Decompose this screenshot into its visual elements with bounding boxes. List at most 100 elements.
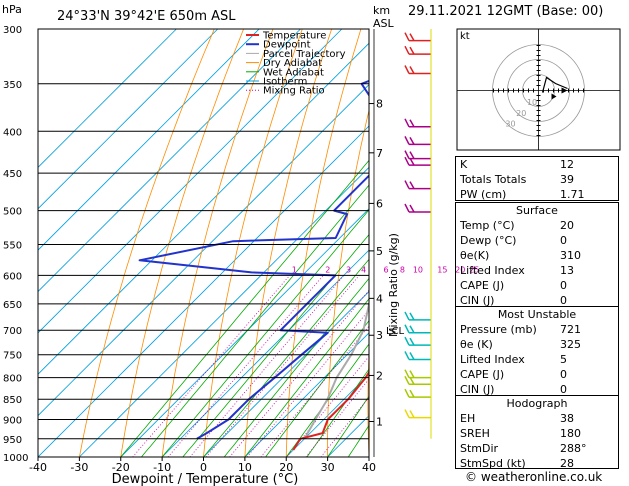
pressure-tick-label: 300: [3, 25, 22, 36]
surface-row: θe(K) 310: [460, 248, 614, 263]
parcel-trajectory-line: [303, 300, 369, 440]
pressure-tick-label: 500: [3, 207, 22, 218]
surface-row: CIN (J) 0: [460, 293, 614, 308]
legend-entry: Dewpoint: [263, 40, 311, 51]
unstable-title: Most Unstable: [497, 308, 577, 321]
unstable-label: CIN (J): [460, 383, 495, 396]
x-tick-label: 20: [279, 461, 293, 474]
surface-label: Dewp (°C): [460, 234, 517, 247]
unstable-value: 721: [560, 323, 581, 336]
location-title: 24°33'N 39°42'E 650m ASL: [57, 9, 236, 24]
pressure-tick-label: 850: [3, 395, 22, 406]
wind-barb-flag: [404, 150, 410, 159]
wind-barb-flag: [404, 311, 410, 321]
mixing-ratio-line: [205, 275, 360, 457]
x-tick-label: 10: [238, 461, 252, 474]
wind-barb-flag: [404, 203, 410, 213]
isotherm-line: [120, 208, 369, 457]
wet-adiabat-line: [327, 395, 369, 457]
mixing-ratio-label: 15: [437, 265, 447, 274]
mixing-ratio-label: 1: [292, 265, 297, 274]
most-unstable-box: Most Unstable Pressure (mb) 721 θe (K) 325…: [455, 306, 619, 396]
mixing-ratio-label: 8: [400, 265, 405, 274]
wind-barb-flag: [409, 33, 415, 42]
surface-label: CAPE (J): [460, 279, 505, 292]
mixing-ratio-label: 6: [383, 265, 388, 274]
legend-entry: Wet Adiabat: [263, 67, 324, 78]
index-value: 1.71: [560, 188, 585, 201]
pressure-tick-label: 700: [3, 326, 22, 337]
hodograph-row: StmSpd (kt) 28: [460, 456, 614, 471]
pressure-tick-label: 350: [3, 80, 22, 91]
index-row-totals: Totals Totals 39: [460, 172, 614, 187]
isotherm-line: [203, 290, 369, 457]
pressure-tick-label: 800: [3, 374, 22, 385]
hodograph-unit: kt: [460, 31, 470, 42]
wind-barb-flag: [409, 136, 415, 145]
wind-barb-flag: [409, 337, 415, 346]
pressure-tick-label: 450: [3, 169, 22, 180]
x-tick-label: -30: [70, 461, 88, 474]
wind-barb-flag: [404, 65, 410, 74]
wind-barb-flag: [409, 376, 415, 385]
isotherm-line: [79, 166, 369, 457]
hodograph-label: EH: [460, 412, 476, 425]
wind-barb-flag: [409, 312, 415, 321]
index-value: 39: [560, 173, 574, 186]
legend-entry: Mixing Ratio: [263, 86, 325, 97]
surface-value: 310: [560, 249, 581, 262]
wind-barb-flag: [409, 119, 415, 128]
mixing-ratio-line: [132, 275, 291, 457]
wind-barb-flag: [409, 151, 415, 159]
credit-footer[interactable]: © weatheronline.co.uk: [465, 470, 603, 484]
hodograph-row: StmDir 288°: [460, 441, 614, 456]
surface-value: 13: [560, 264, 574, 277]
surface-row: Lifted Index 13: [460, 263, 614, 278]
unstable-label: θe (K): [460, 338, 493, 351]
wind-barb-flag: [409, 410, 415, 418]
surface-row: Dewp (°C) 0: [460, 233, 614, 248]
wind-barb-flag: [404, 45, 410, 55]
wet-adiabat-line: [306, 368, 369, 457]
wind-barb: [404, 369, 431, 379]
wind-barb: [404, 351, 431, 361]
surface-label: Temp (°C): [460, 219, 515, 232]
hodograph-value: 28: [560, 457, 574, 470]
wind-barb-flag: [404, 156, 410, 166]
x-tick-label: -10: [153, 461, 171, 474]
unstable-row: Pressure (mb) 721: [460, 322, 614, 337]
legend-entry: Temperature: [262, 31, 326, 42]
wind-barb: [404, 375, 431, 386]
unstable-row: CIN (J) 0: [460, 382, 614, 397]
unstable-label: CAPE (J): [460, 368, 505, 381]
unstable-row: Lifted Index 5: [460, 352, 614, 367]
index-label: Totals Totals: [460, 173, 527, 186]
km-tick-label: 7: [376, 147, 383, 160]
x-tick-label: -40: [29, 461, 47, 474]
wind-barb-flag: [409, 46, 415, 55]
storm-motion-marker: [561, 87, 568, 94]
isotherm-line: [38, 42, 369, 375]
wind-barb-flag: [404, 409, 410, 418]
km-tick-label: 3: [376, 329, 383, 342]
wind-barb-flag: [409, 181, 415, 189]
wind-barb: [404, 118, 431, 128]
isotherm-line: [38, 29, 343, 334]
storm-motion-marker: [551, 93, 557, 100]
dry-adiabat-line: [367, 345, 369, 457]
surface-label: θe(K): [460, 249, 490, 262]
wind-barb: [404, 180, 431, 190]
pressure-tick-label: 600: [3, 271, 22, 282]
hodograph-title: Hodograph: [506, 397, 568, 410]
wind-barb: [404, 32, 431, 42]
pressure-tick-label: 400: [3, 127, 22, 138]
wind-barb-flag: [409, 66, 415, 74]
hodograph-label: SREH: [460, 427, 490, 440]
index-value: 12: [560, 158, 574, 171]
wind-barb-flag: [409, 157, 415, 166]
wind-barb-flag: [409, 204, 415, 213]
pressure-tick-label: 1000: [3, 453, 28, 464]
unstable-value: 0: [560, 368, 567, 381]
isotherm-line: [38, 29, 219, 210]
unstable-value: 325: [560, 338, 581, 351]
